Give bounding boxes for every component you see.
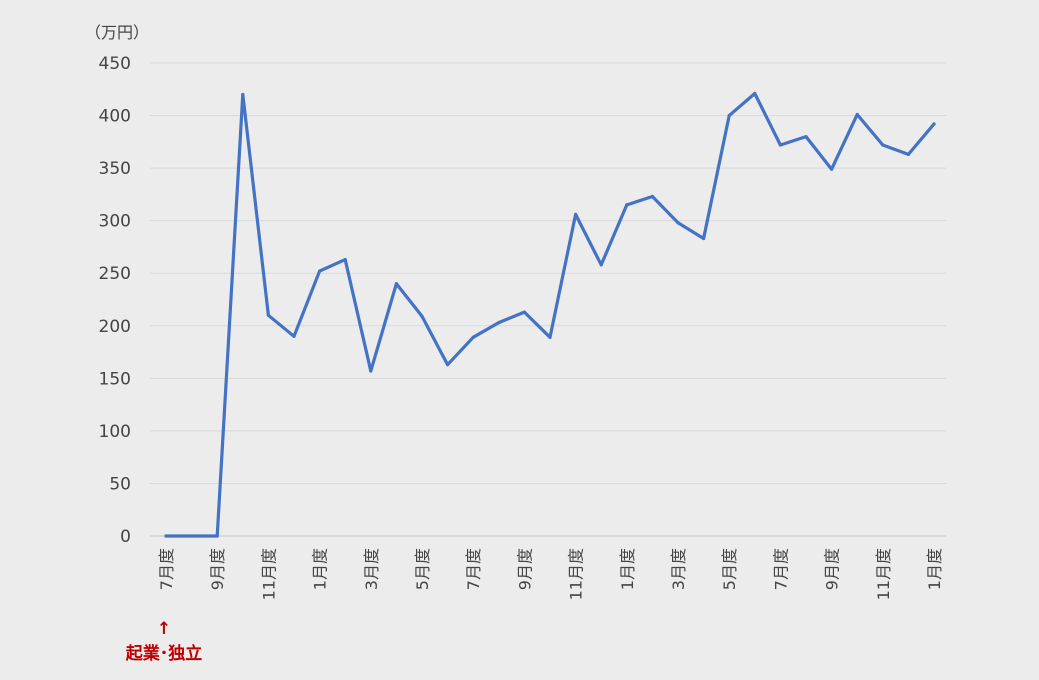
data-point xyxy=(650,194,655,199)
data-point xyxy=(855,112,859,117)
y-tick-label: 50 xyxy=(109,474,131,494)
data-point xyxy=(522,310,527,314)
y-axis-unit-label: （万円） xyxy=(85,23,149,42)
x-tick-label: 9月度 xyxy=(208,548,227,590)
data-point xyxy=(702,236,706,241)
x-tick-label: 7月度 xyxy=(464,548,483,590)
data-point xyxy=(343,257,347,262)
y-tick-label: 450 xyxy=(99,54,131,74)
y-tick-label: 300 xyxy=(99,212,131,232)
annotation-arrow: ↑ xyxy=(157,619,171,639)
data-point xyxy=(241,92,245,97)
y-tick-label: 0 xyxy=(120,527,131,547)
x-tick-label: 1月度 xyxy=(925,548,944,590)
annotation: ↑ 起業･独立 xyxy=(125,619,203,664)
data-point xyxy=(906,152,911,157)
data-point xyxy=(599,263,603,267)
x-tick-label: 9月度 xyxy=(823,548,842,590)
x-tick-label: 11月度 xyxy=(259,548,278,600)
data-point xyxy=(318,269,322,273)
data-point xyxy=(164,534,168,538)
y-tick-label: 400 xyxy=(99,107,131,127)
x-tick-label: 9月度 xyxy=(515,548,534,590)
x-tick-label: 11月度 xyxy=(874,548,893,600)
data-point xyxy=(292,334,296,338)
data-point xyxy=(676,221,680,225)
x-axis-tick-labels: 7月度 9月度 11月度 1月度 3月度 5月度 7月度 9月度 11月度 1月度 3月度 5月度 7月… xyxy=(157,548,944,600)
x-tick-label: 7月度 xyxy=(771,548,790,590)
data-point xyxy=(266,313,270,317)
data-point xyxy=(215,534,219,538)
y-axis-tick-labels: 0 50 100 150 200 250 300 350 400 450 xyxy=(99,54,131,547)
data-point xyxy=(190,534,194,538)
data-point xyxy=(625,203,629,207)
y-tick-label: 350 xyxy=(99,159,131,179)
y-tick-label: 150 xyxy=(99,369,131,389)
x-tick-label: 11月度 xyxy=(567,548,586,600)
series-layer xyxy=(164,91,936,538)
data-point xyxy=(420,314,424,318)
data-point xyxy=(369,369,373,373)
data-point xyxy=(471,335,475,339)
x-tick-label: 3月度 xyxy=(669,548,688,590)
x-tick-label: 7月度 xyxy=(157,548,176,590)
x-tick-label: 3月度 xyxy=(362,548,381,590)
x-tick-label: 5月度 xyxy=(413,548,432,590)
data-point xyxy=(548,335,552,339)
data-point xyxy=(753,91,757,96)
annotation-text: 起業･独立 xyxy=(125,643,203,664)
y-tick-label: 200 xyxy=(99,317,131,337)
data-point xyxy=(497,321,501,325)
data-point xyxy=(574,212,578,216)
data-point xyxy=(446,363,450,367)
data-point xyxy=(932,122,936,126)
data-point xyxy=(804,134,808,139)
y-tick-label: 250 xyxy=(99,264,131,284)
x-tick-label: 5月度 xyxy=(720,548,739,590)
data-point xyxy=(727,113,731,118)
data-point xyxy=(394,282,398,286)
y-tick-label: 100 xyxy=(99,422,131,442)
data-point xyxy=(881,143,885,147)
data-point xyxy=(830,167,834,171)
gridlines xyxy=(150,62,946,537)
x-tick-label: 1月度 xyxy=(311,548,330,590)
series-line-0 xyxy=(164,91,936,538)
data-point xyxy=(778,143,783,147)
x-tick-label: 1月度 xyxy=(618,548,637,590)
